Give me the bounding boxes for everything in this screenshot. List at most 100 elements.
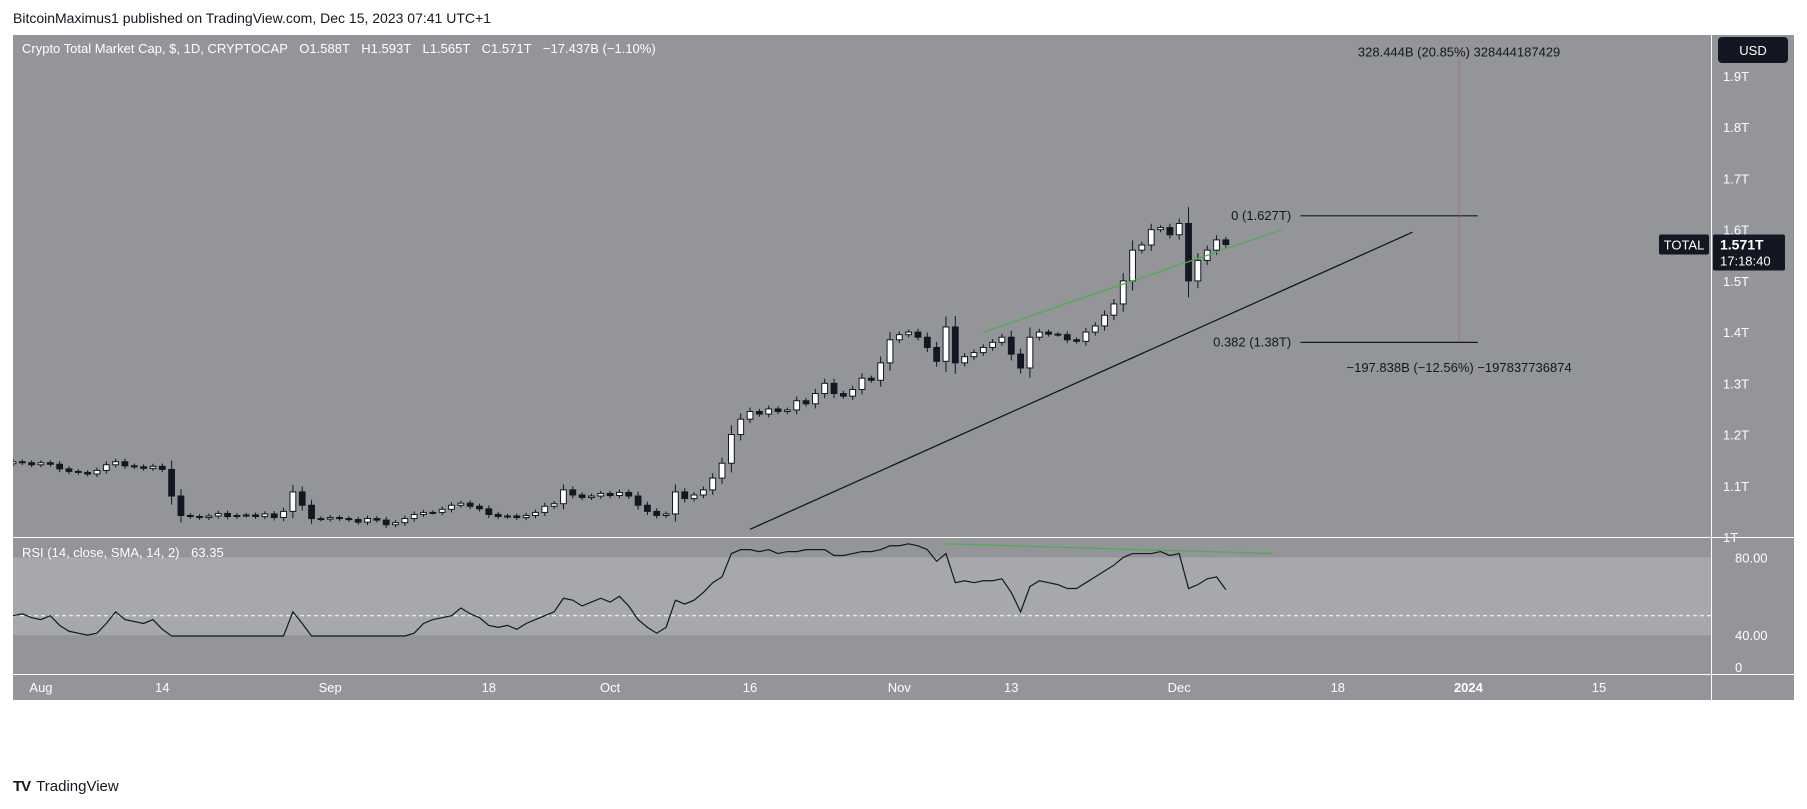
legend-low: 1.565T bbox=[430, 41, 471, 56]
price-tick-label: 1.3T bbox=[1723, 376, 1749, 391]
candle-up bbox=[438, 508, 446, 513]
candle-down bbox=[345, 518, 353, 521]
candle-down bbox=[494, 513, 502, 518]
currency-button-label: USD bbox=[1739, 43, 1766, 58]
legend-close: 1.571T bbox=[491, 41, 532, 56]
price-tick-label: 1.6T bbox=[1723, 223, 1749, 238]
candle-up bbox=[895, 334, 903, 341]
candle-down bbox=[774, 408, 782, 413]
fib-382-label: 0.382 (1.38T) bbox=[1213, 334, 1291, 349]
rsi-line bbox=[12, 543, 1227, 637]
candle-up bbox=[970, 352, 978, 358]
candle-down bbox=[177, 495, 185, 516]
candle-up bbox=[326, 517, 334, 520]
price-tick-label: 1.9T bbox=[1723, 69, 1749, 84]
candle-up bbox=[1129, 249, 1136, 282]
candle-down bbox=[933, 346, 941, 362]
candle-down bbox=[336, 517, 343, 520]
candle-up bbox=[1119, 280, 1127, 305]
candle-up bbox=[616, 491, 623, 497]
currency-button[interactable]: USD bbox=[1718, 37, 1788, 63]
measure-bottom-label: −197.838B (−12.56%) −197837736874 bbox=[1347, 360, 1572, 375]
candle-down bbox=[298, 491, 306, 506]
price-tag-value-bg bbox=[1713, 234, 1785, 271]
candle-up bbox=[793, 400, 801, 411]
candle-up bbox=[1157, 227, 1164, 231]
legend-change: −17.437B (−1.10%) bbox=[543, 41, 656, 56]
candle-down bbox=[168, 468, 175, 497]
fib-0-label: 0 (1.627T) bbox=[1231, 208, 1291, 223]
price-chart-svg[interactable]: 1T 1.1T 1.2T 1.3T 1.4T 1.5T 1.6T 1.7T 1.8T 1.9T 8… bbox=[9, 35, 1794, 763]
tradingview-logo-icon: TV bbox=[13, 778, 31, 795]
candle-up bbox=[858, 377, 866, 390]
candle-up bbox=[1091, 325, 1099, 333]
candle-up bbox=[9, 461, 17, 465]
candle-up bbox=[1138, 244, 1146, 251]
footer[interactable]: TV TradingView bbox=[13, 778, 119, 795]
candle-down bbox=[186, 514, 194, 518]
rsi-tick-label: 0 bbox=[1735, 660, 1742, 675]
candle-up bbox=[746, 411, 754, 420]
candle-up bbox=[727, 434, 735, 464]
rsi-legend-label: RSI (14, close, SMA, 14, 2) bbox=[22, 545, 180, 560]
price-tick-label: 1.8T bbox=[1723, 120, 1749, 135]
candle-up bbox=[214, 512, 222, 517]
time-tick-label: Aug bbox=[29, 680, 52, 695]
candle-up bbox=[448, 504, 455, 510]
legend-high: 1.593T bbox=[371, 41, 412, 56]
candle-down bbox=[308, 504, 315, 520]
candle-down bbox=[1073, 339, 1080, 342]
drawings-layer[interactable]: 0 (1.627T) 0.382 (1.38T) 328.444B (20.85%)… bbox=[749, 45, 1572, 530]
rsi-layer bbox=[12, 543, 1273, 637]
candle-up bbox=[989, 341, 997, 348]
candlestick-series bbox=[9, 207, 1230, 528]
candle-down bbox=[354, 519, 362, 523]
candle-up bbox=[112, 461, 120, 466]
time-tick-label: 18 bbox=[1331, 680, 1345, 695]
candle-up bbox=[961, 356, 969, 364]
time-tick-label: 2024 bbox=[1454, 680, 1484, 695]
time-tick-label: Dec bbox=[1168, 680, 1192, 695]
legend-open-label: O bbox=[299, 41, 309, 56]
candle-up bbox=[597, 492, 605, 497]
rsi-tick-label: 80.00 bbox=[1735, 550, 1768, 565]
candle-up bbox=[588, 495, 595, 499]
candle-down bbox=[951, 326, 959, 364]
candle-up bbox=[662, 513, 670, 516]
rsi-legend-value: 63.35 bbox=[191, 545, 224, 560]
candle-up bbox=[821, 382, 829, 395]
candle-down bbox=[914, 331, 922, 338]
candle-up bbox=[998, 336, 1006, 343]
candle-up bbox=[1101, 314, 1108, 327]
candle-down bbox=[121, 461, 129, 467]
chart-container[interactable]: 1T 1.1T 1.2T 1.3T 1.4T 1.5T 1.6T 1.7T 1.8T 1.9T 8… bbox=[9, 35, 1794, 763]
candle-down bbox=[224, 512, 231, 518]
rsi-band bbox=[13, 557, 1711, 636]
publisher-line: BitcoinMaximus1 published on TradingView… bbox=[13, 10, 491, 26]
candle-up bbox=[1035, 331, 1043, 338]
candle-down bbox=[681, 491, 689, 500]
candle-down bbox=[830, 382, 838, 395]
price-tag: TOTAL 1.571T 17:18:40 bbox=[1659, 234, 1785, 271]
candle-down bbox=[140, 466, 148, 469]
time-tick-label: 16 bbox=[743, 680, 757, 695]
candle-down bbox=[196, 516, 203, 519]
candle-down bbox=[1222, 239, 1230, 246]
candle-up bbox=[205, 515, 213, 519]
candle-down bbox=[923, 336, 931, 348]
candle-up bbox=[532, 511, 539, 516]
candle-down bbox=[382, 519, 390, 526]
candle-up bbox=[410, 513, 418, 520]
candle-up bbox=[541, 505, 549, 513]
candle-down bbox=[755, 411, 763, 415]
price-tick-label: 1.7T bbox=[1723, 171, 1749, 186]
candle-up bbox=[672, 491, 679, 515]
candle-down bbox=[485, 508, 493, 515]
candle-up bbox=[522, 514, 530, 519]
candle-down bbox=[1054, 333, 1062, 336]
candle-up bbox=[149, 465, 157, 469]
time-tick-label: Sep bbox=[319, 680, 342, 695]
candle-down bbox=[466, 502, 474, 507]
candle-down bbox=[802, 400, 810, 405]
candle-down bbox=[28, 462, 36, 466]
